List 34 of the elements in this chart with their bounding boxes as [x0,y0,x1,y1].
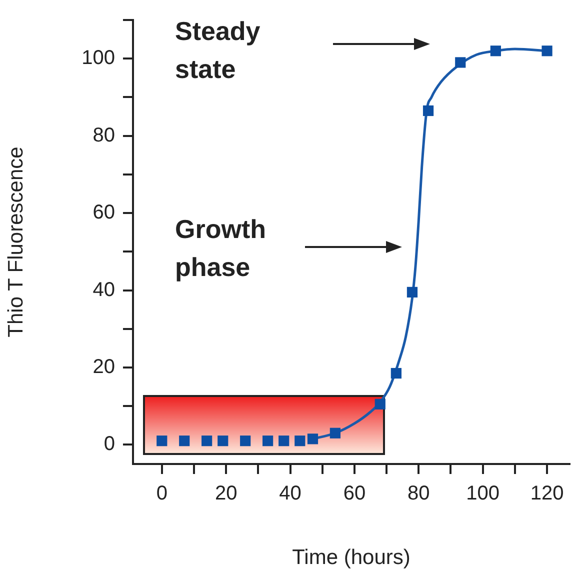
point [406,286,418,298]
point [307,434,318,444]
y-tick-label: 0 [104,433,115,456]
point [374,398,386,410]
point [240,436,251,446]
x-tick-label: 20 [214,482,238,505]
x-tick-label: 80 [408,482,430,505]
y-tick-label: 40 [92,278,115,301]
x-tick-label: 120 [530,482,564,505]
point [542,46,552,56]
point [422,105,434,116]
point [294,436,306,446]
point [490,46,501,56]
x-axis-title: Time (hours) [292,546,410,570]
point [330,428,341,438]
annotation: Growth phase [175,213,267,284]
point [390,368,402,379]
point [278,436,290,446]
point [218,436,228,446]
point [179,436,190,446]
y-tick-label: 100 [82,47,115,70]
x-tick-label: 100 [466,482,500,505]
point [455,57,466,68]
y-axis-title: Thio T Fluorescence [4,146,28,338]
point [156,436,168,446]
x-tick-label: 40 [279,482,302,505]
point [262,436,274,446]
annotation: Steady state [175,15,262,86]
point [202,436,212,446]
x-tick-label: 0 [156,482,168,505]
x-tick-label: 60 [343,482,366,505]
y-tick-label: 80 [92,124,115,146]
y-tick-label: 20 [92,356,115,378]
y-tick-label: 60 [92,202,115,224]
